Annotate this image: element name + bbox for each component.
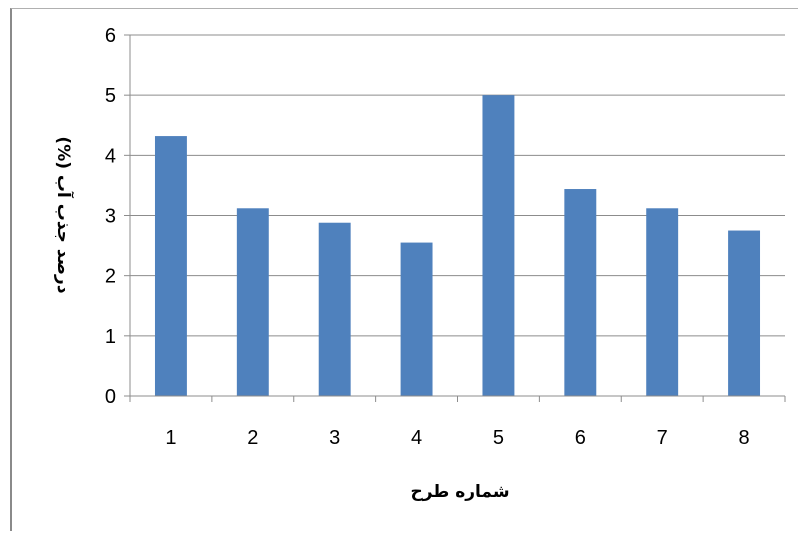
bar-5 <box>482 95 515 397</box>
bar-7 <box>646 208 679 396</box>
x-tick-label: 2 <box>247 427 258 449</box>
x-tick-label: 6 <box>575 427 586 449</box>
y-tick-label: 5 <box>105 85 116 107</box>
bar-4 <box>400 242 433 396</box>
axes <box>124 34 786 402</box>
bar-8 <box>728 230 761 396</box>
x-tick-label: 1 <box>165 427 176 449</box>
x-tick-label: 4 <box>411 427 422 449</box>
y-tick-label: 0 <box>105 386 116 408</box>
bar-2 <box>236 208 269 396</box>
x-tick-label: 7 <box>657 427 668 449</box>
gridlines <box>130 34 785 337</box>
x-tick-label: 5 <box>493 427 504 449</box>
y-tick-label: 6 <box>105 25 116 47</box>
y-axis-title: درصد جذب آب (%) <box>53 136 75 293</box>
x-axis-title: شماره طرح <box>410 482 509 502</box>
bars <box>154 95 761 397</box>
bar-6 <box>564 189 597 396</box>
x-tick-label: 3 <box>329 427 340 449</box>
y-tick-label: 4 <box>105 145 116 167</box>
y-tick-label: 1 <box>105 326 116 348</box>
x-tick-labels: 1 2 3 4 5 6 7 8 <box>165 427 749 449</box>
bar-1 <box>154 136 187 396</box>
bar-3 <box>318 222 351 396</box>
y-tick-labels: 0 1 2 3 4 5 6 <box>105 25 116 408</box>
x-tick-label: 8 <box>739 427 750 449</box>
y-tick-label: 3 <box>105 206 116 228</box>
y-tick-label: 2 <box>105 266 116 288</box>
